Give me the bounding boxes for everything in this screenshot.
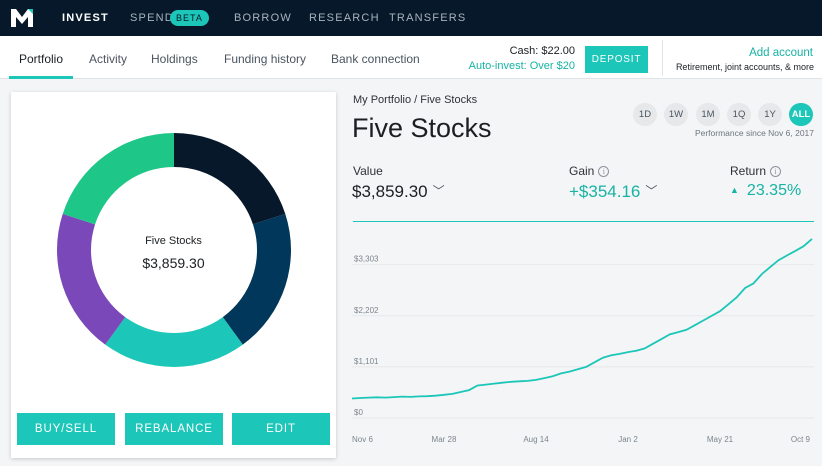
- sub-nav: Portfolio Activity Holdings Funding hist…: [0, 36, 822, 79]
- nav-spend[interactable]: SPEND: [130, 12, 174, 24]
- value-label: Value: [353, 164, 383, 178]
- pie-title: Five Stocks: [145, 235, 202, 247]
- pie-slice-1[interactable]: [174, 133, 286, 225]
- nav-research[interactable]: RESEARCH: [309, 12, 380, 24]
- tab-holdings[interactable]: Holdings: [151, 52, 198, 66]
- top-nav: INVEST SPEND BETA BORROW RESEARCH TRANSF…: [0, 0, 822, 36]
- tab-bank-connection[interactable]: Bank connection: [331, 52, 420, 66]
- portfolio-pie-chart[interactable]: [11, 92, 336, 402]
- tab-funding-history[interactable]: Funding history: [224, 52, 307, 66]
- performance-note: Performance since Nov 6, 2017: [694, 128, 814, 138]
- return-amount: ▲ 23.35%: [730, 182, 802, 199]
- breadcrumb[interactable]: My Portfolio / Five Stocks: [353, 94, 478, 106]
- nav-invest[interactable]: INVEST: [62, 12, 109, 24]
- range-1y-button[interactable]: 1Y: [758, 103, 782, 126]
- header-divider: [662, 40, 663, 76]
- page-title: Five Stocks: [352, 113, 492, 143]
- range-all-button[interactable]: ALL: [789, 103, 813, 126]
- range-1d-button[interactable]: 1D: [633, 103, 657, 126]
- y-tick-label: $3,303: [354, 255, 379, 264]
- tab-activity[interactable]: Activity: [89, 52, 128, 66]
- buy-sell-button[interactable]: BUY/SELL: [17, 413, 115, 445]
- active-tab-indicator: [9, 76, 73, 79]
- cash-balance: Cash: $22.00: [509, 45, 575, 57]
- gain-label: Gain i: [569, 164, 610, 178]
- pie-value: $3,859.30: [142, 255, 205, 271]
- value-amount[interactable]: $3,859.30 ﹀: [352, 182, 445, 201]
- chevron-down-icon[interactable]: ﹀: [432, 184, 445, 198]
- add-account-subtext: Retirement, joint accounts, & more: [675, 62, 814, 72]
- stats-divider: [353, 221, 814, 222]
- performance-line-chart[interactable]: $0 $1,101 $2,202 $3,303 Nov 6 Mar 28 Aug 14 Jan…: [352, 230, 817, 450]
- m1-logo-icon[interactable]: [10, 8, 34, 28]
- rebalance-button[interactable]: REBALANCE: [125, 413, 223, 445]
- x-tick-label: Jan 2: [618, 435, 638, 444]
- series-line[interactable]: [352, 238, 813, 400]
- range-1m-button[interactable]: 1M: [696, 103, 720, 126]
- x-tick-label: Nov 6: [352, 435, 373, 444]
- x-tick-label: May 21: [707, 435, 734, 444]
- beta-badge: BETA: [170, 10, 209, 26]
- arrow-up-icon: ▲: [730, 185, 739, 195]
- deposit-button[interactable]: DEPOSIT: [585, 46, 648, 73]
- y-tick-label: $2,202: [354, 306, 379, 315]
- info-icon[interactable]: i: [770, 166, 782, 177]
- x-tick-label: Oct 9: [791, 435, 811, 444]
- nav-transfers[interactable]: TRANSFERS: [389, 12, 467, 24]
- range-1w-button[interactable]: 1W: [664, 103, 688, 126]
- gain-amount[interactable]: +$354.16 ﹀: [569, 182, 658, 201]
- y-tick-label: $1,101: [354, 357, 379, 366]
- pie-slice-4[interactable]: [57, 213, 126, 345]
- pie-slice-2[interactable]: [222, 213, 291, 345]
- auto-invest-link[interactable]: Auto-invest: Over $20: [468, 60, 575, 72]
- x-tick-label: Mar 28: [432, 435, 457, 444]
- pie-card: Five Stocks $3,859.30 BUY/SELL REBALANCE…: [11, 92, 336, 458]
- return-label: Return i: [730, 164, 782, 178]
- x-tick-label: Aug 14: [523, 435, 549, 444]
- chevron-down-icon[interactable]: ﹀: [645, 184, 658, 198]
- tab-portfolio[interactable]: Portfolio: [19, 52, 64, 66]
- y-tick-label: $0: [354, 408, 363, 417]
- info-icon[interactable]: i: [598, 166, 610, 177]
- pie-slice-3[interactable]: [105, 317, 243, 367]
- pie-slice-5[interactable]: [62, 133, 174, 225]
- nav-borrow[interactable]: BORROW: [234, 12, 292, 24]
- edit-button[interactable]: EDIT: [232, 413, 330, 445]
- range-1q-button[interactable]: 1Q: [727, 103, 751, 126]
- add-account-link[interactable]: Add account: [749, 47, 813, 59]
